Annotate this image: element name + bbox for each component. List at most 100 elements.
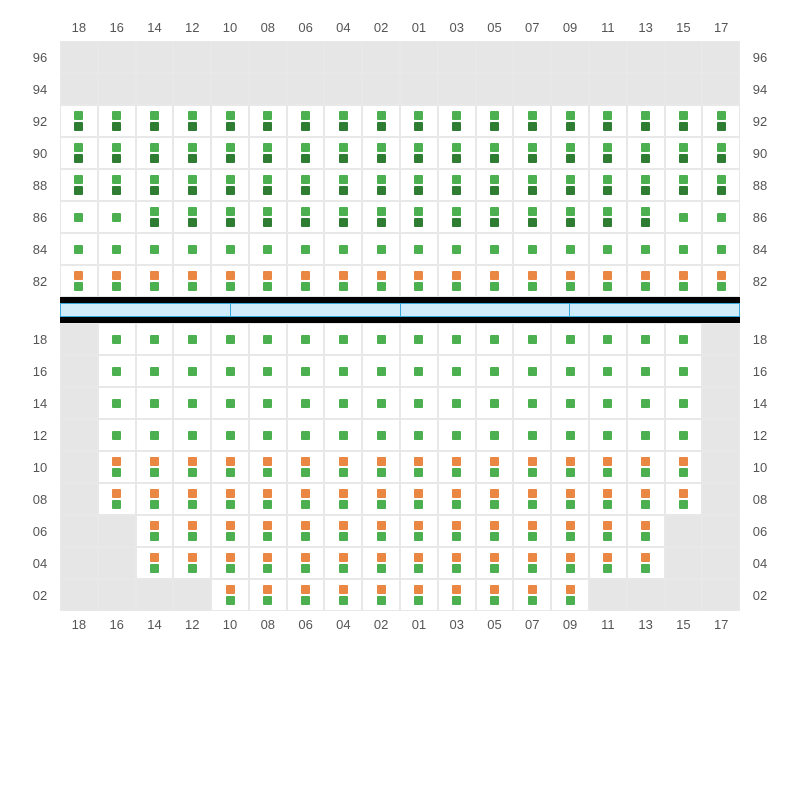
seat-cell[interactable] — [476, 105, 514, 137]
seat-cell[interactable] — [98, 201, 136, 233]
seat-cell[interactable] — [551, 387, 589, 419]
seat-cell[interactable] — [513, 169, 551, 201]
seat-cell[interactable] — [513, 137, 551, 169]
seat-cell[interactable] — [627, 387, 665, 419]
seat-cell[interactable] — [438, 137, 476, 169]
seat-cell[interactable] — [513, 419, 551, 451]
seat-cell[interactable] — [362, 515, 400, 547]
seat-cell[interactable] — [627, 483, 665, 515]
seat-cell[interactable] — [665, 419, 703, 451]
seat-cell[interactable] — [665, 265, 703, 297]
seat-cell[interactable] — [173, 451, 211, 483]
seat-cell[interactable] — [476, 419, 514, 451]
seat-cell[interactable] — [627, 169, 665, 201]
seat-cell[interactable] — [173, 169, 211, 201]
seat-cell[interactable] — [136, 233, 174, 265]
seat-cell[interactable] — [249, 201, 287, 233]
seat-cell[interactable] — [98, 419, 136, 451]
seat-cell[interactable] — [249, 483, 287, 515]
seat-cell[interactable] — [136, 105, 174, 137]
seat-cell[interactable] — [627, 515, 665, 547]
seat-cell[interactable] — [324, 387, 362, 419]
seat-cell[interactable] — [589, 419, 627, 451]
seat-cell[interactable] — [665, 355, 703, 387]
seat-cell[interactable] — [513, 483, 551, 515]
seat-cell[interactable] — [702, 105, 740, 137]
seat-cell[interactable] — [362, 233, 400, 265]
seat-cell[interactable] — [702, 265, 740, 297]
seat-cell[interactable] — [362, 419, 400, 451]
seat-cell[interactable] — [287, 483, 325, 515]
seat-cell[interactable] — [627, 233, 665, 265]
seat-cell[interactable] — [665, 323, 703, 355]
seat-cell[interactable] — [513, 265, 551, 297]
seat-cell[interactable] — [400, 169, 438, 201]
seat-cell[interactable] — [211, 137, 249, 169]
seat-cell[interactable] — [136, 547, 174, 579]
seat-cell[interactable] — [400, 201, 438, 233]
seat-cell[interactable] — [249, 387, 287, 419]
seat-cell[interactable] — [324, 323, 362, 355]
seat-cell[interactable] — [324, 105, 362, 137]
seat-cell[interactable] — [60, 105, 98, 137]
seat-cell[interactable] — [551, 105, 589, 137]
seat-cell[interactable] — [173, 515, 211, 547]
seat-cell[interactable] — [665, 105, 703, 137]
seat-cell[interactable] — [665, 233, 703, 265]
seat-cell[interactable] — [665, 483, 703, 515]
seat-cell[interactable] — [551, 515, 589, 547]
seat-cell[interactable] — [589, 451, 627, 483]
seat-cell[interactable] — [211, 515, 249, 547]
seat-cell[interactable] — [551, 579, 589, 611]
seat-cell[interactable] — [136, 137, 174, 169]
seat-cell[interactable] — [438, 265, 476, 297]
seat-cell[interactable] — [476, 201, 514, 233]
seat-cell[interactable] — [324, 579, 362, 611]
seat-cell[interactable] — [60, 137, 98, 169]
seat-cell[interactable] — [400, 419, 438, 451]
seat-cell[interactable] — [136, 483, 174, 515]
seat-cell[interactable] — [362, 323, 400, 355]
seat-cell[interactable] — [60, 169, 98, 201]
seat-cell[interactable] — [60, 265, 98, 297]
seat-cell[interactable] — [287, 233, 325, 265]
seat-cell[interactable] — [665, 451, 703, 483]
seat-cell[interactable] — [287, 547, 325, 579]
seat-cell[interactable] — [589, 265, 627, 297]
seat-cell[interactable] — [249, 547, 287, 579]
seat-cell[interactable] — [211, 483, 249, 515]
seat-cell[interactable] — [513, 201, 551, 233]
seat-cell[interactable] — [513, 323, 551, 355]
seat-cell[interactable] — [400, 483, 438, 515]
seat-cell[interactable] — [324, 419, 362, 451]
seat-cell[interactable] — [249, 451, 287, 483]
seat-cell[interactable] — [627, 419, 665, 451]
seat-cell[interactable] — [98, 387, 136, 419]
seat-cell[interactable] — [211, 169, 249, 201]
seat-cell[interactable] — [362, 451, 400, 483]
seat-cell[interactable] — [551, 323, 589, 355]
seat-cell[interactable] — [438, 105, 476, 137]
seat-cell[interactable] — [589, 169, 627, 201]
seat-cell[interactable] — [551, 355, 589, 387]
seat-cell[interactable] — [211, 387, 249, 419]
seat-cell[interactable] — [287, 451, 325, 483]
seat-cell[interactable] — [551, 201, 589, 233]
seat-cell[interactable] — [627, 547, 665, 579]
seat-cell[interactable] — [211, 323, 249, 355]
seat-cell[interactable] — [173, 265, 211, 297]
seat-cell[interactable] — [173, 233, 211, 265]
seat-cell[interactable] — [551, 233, 589, 265]
seat-cell[interactable] — [98, 105, 136, 137]
seat-cell[interactable] — [287, 201, 325, 233]
seat-cell[interactable] — [324, 137, 362, 169]
seat-cell[interactable] — [400, 137, 438, 169]
seat-cell[interactable] — [98, 265, 136, 297]
seat-cell[interactable] — [438, 419, 476, 451]
seat-cell[interactable] — [702, 169, 740, 201]
seat-cell[interactable] — [627, 201, 665, 233]
seat-cell[interactable] — [287, 105, 325, 137]
seat-cell[interactable] — [98, 137, 136, 169]
seat-cell[interactable] — [551, 137, 589, 169]
seat-cell[interactable] — [362, 265, 400, 297]
